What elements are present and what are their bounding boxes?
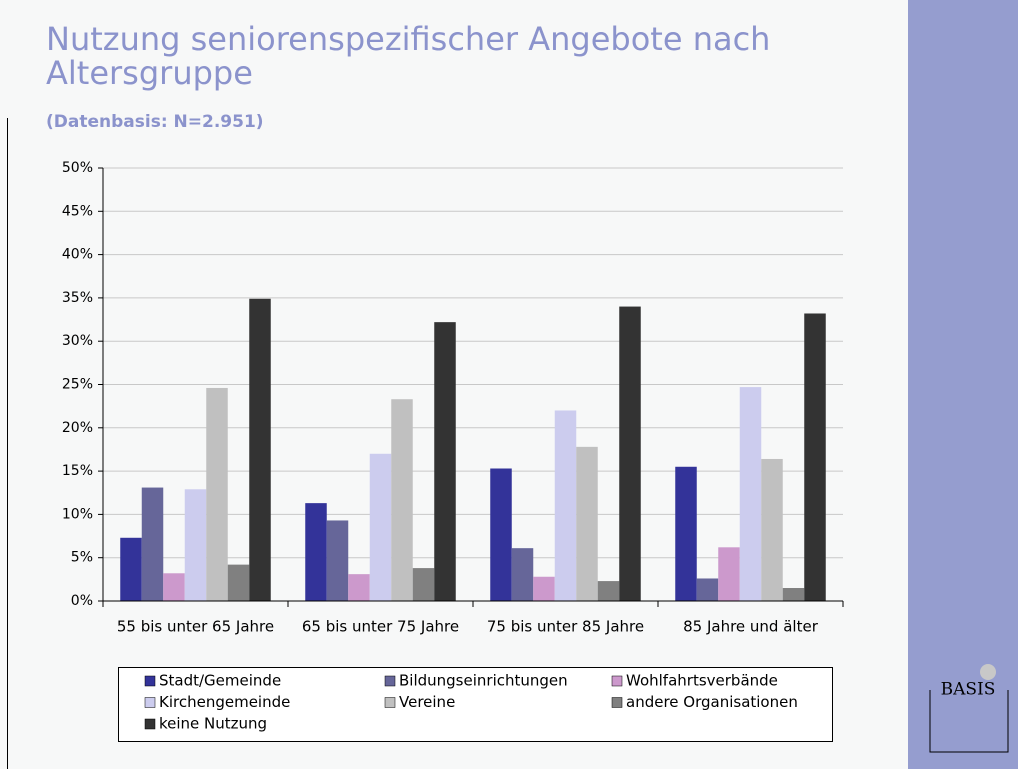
legend-label: Kirchengemeinde [159,693,290,711]
logo-dot [980,664,996,680]
y-tick-label: 30% [62,333,93,349]
logo-text: BASIS [941,680,996,700]
x-tick-label: 75 bis unter 85 Jahre [487,618,644,636]
legend-swatch [144,697,156,708]
bar [206,387,228,601]
bar [576,446,598,601]
bar [739,387,762,601]
bar [141,487,164,601]
legend-label: Vereine [399,693,455,711]
legend-swatch [384,697,396,708]
bar [675,466,697,601]
y-tick-label: 40% [62,247,93,263]
bar [554,410,577,601]
bar [696,578,719,601]
legend-swatch [611,675,623,687]
bar [761,458,783,601]
bar [804,313,826,601]
y-tick-label: 15% [62,463,93,479]
bar [391,399,413,601]
chart-title: Nutzung seniorenspezifischer Angebote na… [46,20,771,92]
logo-frame [929,690,1009,753]
bar [184,489,207,601]
bar [227,564,250,601]
bar [412,568,435,601]
bar [249,298,271,601]
legend-box [118,667,833,742]
bar [782,588,805,601]
bar [718,547,740,601]
legend-swatch [384,675,396,687]
bar [490,468,512,601]
bar [326,520,349,601]
bar [533,576,555,601]
x-tick-label: 85 Jahre und älter [683,618,819,636]
side-band [908,0,1018,769]
legend-swatch [144,718,156,730]
y-tick-label: 35% [62,290,93,306]
bar [434,322,456,601]
y-tick-label: 25% [62,377,93,393]
y-tick-label: 45% [62,203,93,219]
legend-swatch [611,697,623,708]
bar [597,581,620,601]
legend-label: Bildungseinrichtungen [399,672,568,690]
y-tick-label: 20% [62,420,93,436]
y-tick-label: 5% [71,550,93,566]
legend-label: andere Organisationen [626,693,798,711]
bar [305,503,327,601]
bar [511,548,534,601]
chart-subtitle: (Datenbasis: N=2.951) [46,112,264,132]
y-tick-label: 50% [62,160,93,176]
bar [369,453,392,601]
x-tick-label: 65 bis unter 75 Jahre [302,618,459,636]
legend-swatch [144,675,156,687]
bar [619,306,641,601]
legend-label: keine Nutzung [159,715,267,733]
x-tick-label: 55 bis unter 65 Jahre [117,618,274,636]
y-tick-label: 10% [62,506,93,522]
bar [348,574,370,601]
bar [163,573,185,601]
legend-label: Wohlfahrtsverbände [626,672,778,690]
legend-label: Stadt/Gemeinde [159,672,281,690]
y-tick-label: 0% [71,593,93,609]
bar [120,537,142,601]
